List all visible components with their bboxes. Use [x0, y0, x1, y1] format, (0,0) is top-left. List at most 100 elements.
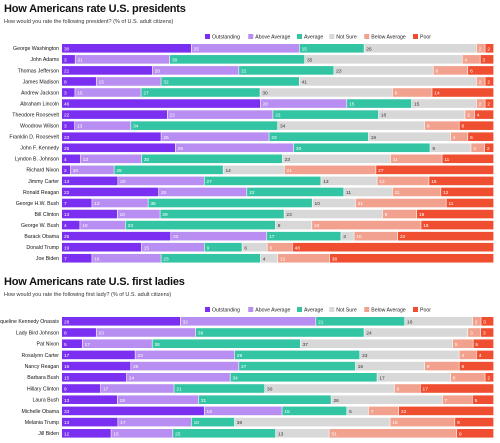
chart-row: Woodrow Wilson 3 13 34 34 8 8 — [20, 121, 494, 130]
data-label: 22 — [249, 190, 255, 196]
data-label: 14 — [434, 91, 440, 97]
chart-row: Franklin D. Roosevelt 23 25 23 19 4 6 — [9, 132, 494, 141]
data-label: 22 — [173, 234, 179, 240]
data-label: 4 — [453, 135, 456, 141]
bar-segment — [446, 198, 494, 208]
data-label: 31 — [201, 398, 207, 404]
data-label: 10 — [315, 201, 321, 207]
data-label: 2 — [479, 80, 482, 86]
presidents-chart: Outstanding Above Average Average Not Sure B… — [9, 34, 494, 263]
chart-row: George H.W. Bush 7 13 38 10 21 11 — [16, 198, 494, 208]
legend-swatch — [364, 34, 370, 39]
bar-segment — [282, 154, 391, 164]
data-label: 8 — [453, 375, 456, 381]
data-label: 23 — [362, 353, 368, 359]
bar-segment — [334, 66, 433, 75]
bar-segment — [62, 165, 71, 175]
bar-segment — [242, 242, 267, 252]
category-label: Woodrow Wilson — [20, 124, 59, 130]
bar-segment — [62, 220, 80, 230]
data-label: 17 — [379, 375, 385, 381]
chart-row: Hillary Clinton 9 17 21 30 6 17 — [27, 384, 494, 393]
bar-segment — [459, 361, 494, 371]
bar-segment — [148, 198, 312, 208]
data-label: 11 — [448, 201, 453, 207]
data-label: 20 — [161, 190, 167, 196]
chart-1-subtitle: How would you rate the following preside… — [4, 19, 174, 25]
data-label: 17 — [64, 353, 70, 359]
bar-segment — [234, 417, 390, 427]
data-label: 25 — [163, 135, 169, 141]
data-label: 31 — [331, 431, 337, 437]
legend-swatch — [329, 34, 335, 39]
legend-item: Below Average — [364, 307, 406, 314]
data-label: 3 — [470, 331, 473, 337]
legend-item: Above Average — [248, 34, 290, 41]
bar-segment — [360, 350, 459, 360]
data-label: 9 — [457, 420, 460, 426]
bar-segment — [62, 317, 180, 326]
data-label: 15 — [77, 91, 83, 97]
bar-segment — [355, 198, 446, 208]
category-label: John F. Kennedy — [20, 146, 59, 152]
bar-segment — [62, 154, 81, 164]
bar-segment — [265, 384, 395, 393]
data-label: 3 — [483, 319, 486, 325]
data-label: 23 — [286, 212, 292, 218]
data-label: 37 — [303, 342, 309, 348]
data-label: 15 — [113, 431, 119, 437]
bar-segment — [62, 350, 135, 360]
data-label: 48 — [295, 245, 301, 251]
data-label: 11 — [444, 157, 449, 163]
bar-segment — [471, 143, 485, 153]
data-label: 33 — [128, 223, 134, 229]
category-label: Franklin D. Roosevelt — [9, 135, 59, 141]
bar-segment — [424, 121, 459, 130]
legend-swatch — [413, 34, 418, 39]
data-label: 9 — [459, 431, 462, 437]
chart-row: Jimmy Carter 13 20 27 13 12 15 — [28, 176, 494, 186]
data-label: 7 — [64, 201, 67, 207]
bar-segment — [62, 373, 127, 382]
data-label: 15 — [349, 102, 355, 108]
data-label: 20 — [155, 68, 161, 74]
category-label: Jacqueline Kennedy Onassis — [0, 319, 59, 325]
bar-segment — [152, 66, 239, 75]
category-label: Andrew Jackson — [21, 90, 59, 96]
chart-1-title: How Americans rate U.S. presidents — [4, 3, 186, 15]
category-label: James Madison — [23, 79, 59, 85]
legend-swatch — [413, 307, 418, 312]
bar-segment — [411, 99, 477, 108]
data-label: 30 — [262, 91, 268, 97]
legend-item: Average — [297, 307, 323, 314]
category-label: Ronald Reagan — [23, 190, 59, 196]
bar-segment — [62, 417, 118, 427]
data-label: 36 — [155, 342, 161, 348]
bar-segment — [474, 110, 494, 119]
chart-row: Barack Obama 25 22 17 3 10 22 — [24, 231, 494, 241]
bar-segment — [476, 99, 485, 108]
category-label: Joe Biden — [36, 256, 59, 262]
bar-segment — [239, 361, 356, 371]
data-label: 23 — [99, 331, 105, 337]
category-label: Rosalynn Carter — [22, 353, 60, 359]
bar-segment — [417, 209, 494, 219]
bar-segment — [390, 154, 442, 164]
bar-segment — [382, 209, 417, 219]
chart-row: Bill Clinton 13 10 29 23 8 18 — [34, 209, 494, 219]
bar-segment — [96, 77, 161, 86]
bar-segment — [485, 99, 494, 108]
chart-row: Jill Biden 12 15 25 13 31 9 — [38, 429, 494, 438]
bar-segment — [167, 110, 273, 119]
bar-segment — [481, 317, 494, 326]
data-label: 16 — [407, 319, 413, 325]
bar-segment — [62, 253, 92, 263]
data-label: 22 — [64, 113, 70, 119]
chart-row: Pat Nixon 5 17 36 37 5 5 — [37, 339, 494, 348]
data-label: 4 — [263, 256, 266, 262]
category-label: Bill Clinton — [34, 212, 59, 218]
data-label: 10 — [120, 212, 126, 218]
bar-segment — [267, 231, 341, 241]
bar-segment — [433, 66, 468, 75]
data-label: 16 — [423, 223, 429, 229]
